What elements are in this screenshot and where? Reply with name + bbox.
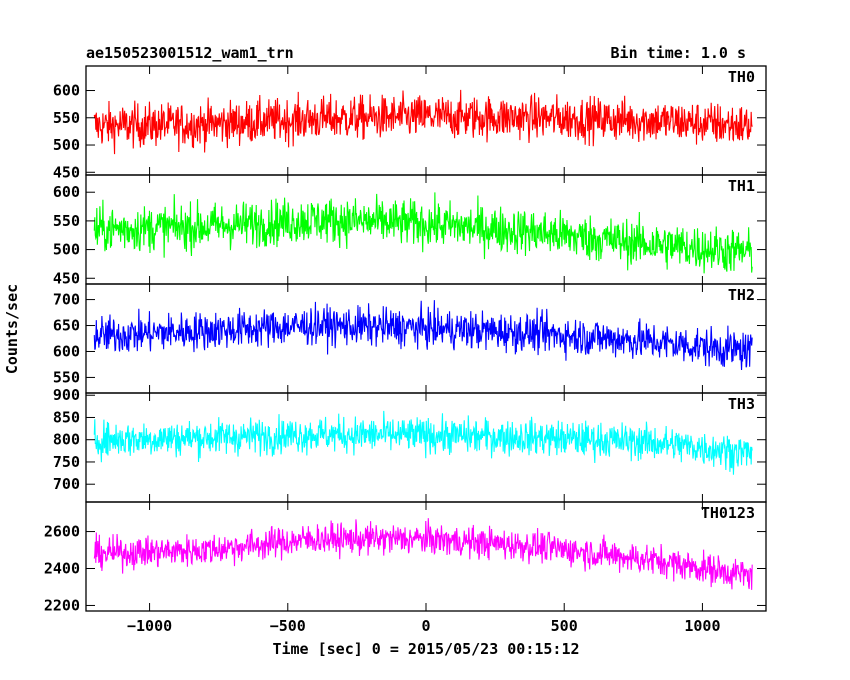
- y-tick-label: 550: [53, 109, 80, 127]
- panel-label-th0: TH0: [728, 68, 755, 86]
- x-tick-label: 1000: [684, 617, 720, 635]
- y-tick-label: 550: [53, 212, 80, 230]
- y-tick-label: 500: [53, 136, 80, 154]
- chart-title: ae150523001512_wam1_trn: [86, 44, 294, 62]
- panel-label-th2: TH2: [728, 286, 755, 304]
- y-tick-label: 600: [53, 342, 80, 360]
- bin-time-label: Bin time: 1.0 s: [610, 44, 746, 62]
- series-th2: [93, 300, 753, 371]
- panel-label-th0123: TH0123: [701, 504, 755, 522]
- x-tick-label: 0: [421, 617, 430, 635]
- y-tick-label: 550: [53, 368, 80, 386]
- y-tick-label: 2200: [44, 596, 80, 614]
- y-tick-label: 850: [53, 408, 80, 426]
- y-tick-label: 900: [53, 386, 80, 404]
- y-tick-label: 2600: [44, 523, 80, 541]
- y-tick-label: 450: [53, 163, 80, 181]
- x-tick-label: 500: [551, 617, 578, 635]
- y-tick-label: 600: [53, 82, 80, 100]
- y-tick-label: 750: [53, 453, 80, 471]
- y-tick-label: 800: [53, 431, 80, 449]
- series-th1: [93, 192, 753, 274]
- y-tick-label: 700: [53, 291, 80, 309]
- panel-label-th3: TH3: [728, 395, 755, 413]
- y-tick-label: 700: [53, 475, 80, 493]
- x-tick-label: −500: [270, 617, 306, 635]
- y-tick-label: 2400: [44, 560, 80, 578]
- series-th0: [93, 89, 753, 155]
- y-tick-label: 650: [53, 317, 80, 335]
- y-tick-label: 450: [53, 269, 80, 287]
- x-axis-label: Time [sec] 0 = 2015/05/23 00:15:12: [272, 640, 580, 658]
- y-tick-label: 600: [53, 183, 80, 201]
- y-tick-label: 500: [53, 241, 80, 259]
- series-th0123: [93, 518, 753, 590]
- x-tick-label: −1000: [127, 617, 172, 635]
- series-th3: [93, 410, 753, 475]
- panel-label-th1: TH1: [728, 177, 755, 195]
